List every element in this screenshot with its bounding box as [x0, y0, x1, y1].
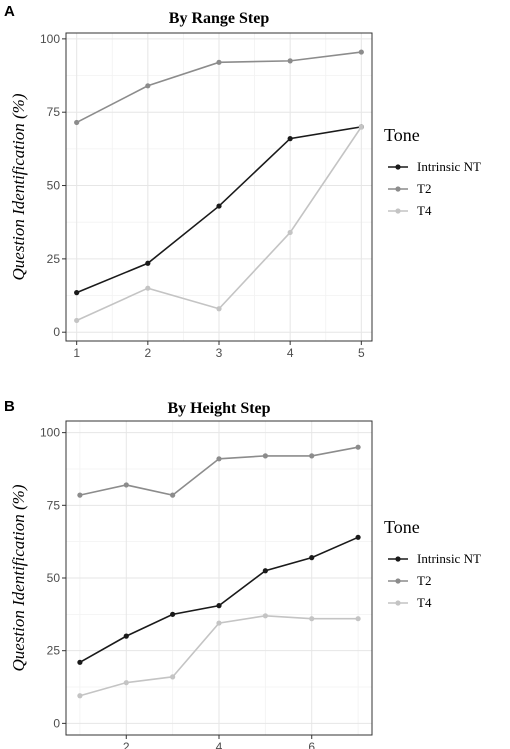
panel-letter: A — [4, 3, 15, 20]
data-point — [309, 616, 315, 622]
data-point — [216, 306, 222, 312]
data-point — [287, 58, 293, 64]
data-point — [262, 613, 268, 619]
x-tick-label: 4 — [287, 346, 294, 360]
data-point — [170, 492, 176, 498]
y-axis-label: Question Identification (%) — [9, 484, 28, 671]
data-point — [287, 136, 293, 142]
y-tick-label: 75 — [47, 105, 61, 119]
data-point — [74, 119, 80, 126]
y-tick-label: 75 — [47, 498, 61, 512]
legend-title: Tone — [384, 517, 420, 537]
y-tick-label: 25 — [47, 252, 61, 266]
data-point — [216, 620, 222, 626]
y-tick-label: 100 — [40, 32, 60, 46]
y-tick-label: 25 — [47, 644, 61, 658]
legend-swatch-point — [395, 208, 401, 214]
data-point — [77, 492, 83, 498]
panel-a: A By Range Step 0 25 50 75 100 1 2 3 4 5 Question Id… — [4, 3, 481, 360]
data-point — [77, 693, 83, 699]
data-point — [145, 83, 151, 89]
x-tick-label: 4 — [216, 740, 223, 749]
y-tick-label: 100 — [40, 426, 60, 440]
data-point — [262, 453, 268, 459]
x-tick-label: 5 — [358, 346, 365, 360]
data-point — [355, 444, 361, 450]
data-point — [216, 59, 222, 65]
panel-b: B By Height Step 0 25 50 75 100 2 4 6 Question Ide… — [4, 398, 481, 749]
legend-title: Tone — [384, 125, 420, 145]
data-point — [123, 680, 129, 686]
data-point — [123, 633, 129, 639]
data-point — [309, 555, 315, 561]
legend: Tone Intrinsic NT T2 T4 — [384, 125, 481, 218]
data-point — [123, 482, 129, 488]
y-tick-label: 50 — [47, 571, 61, 585]
legend-label: T4 — [417, 595, 432, 610]
legend-swatch-point — [395, 164, 401, 170]
panel-letter: B — [4, 398, 15, 415]
data-point — [74, 290, 80, 296]
chart-title: By Range Step — [169, 10, 270, 27]
legend-swatch-point — [395, 600, 401, 606]
data-point — [170, 611, 176, 617]
legend: Tone Intrinsic NT T2 T4 — [384, 517, 481, 610]
data-point — [145, 285, 151, 291]
data-point — [216, 456, 222, 462]
x-tick-label: 2 — [123, 740, 130, 749]
y-axis-label: Question Identification (%) — [9, 93, 28, 280]
legend-label: T4 — [417, 203, 432, 218]
y-tick-label: 0 — [53, 325, 60, 339]
legend-swatch-point — [395, 556, 401, 562]
x-tick-label: 3 — [216, 346, 223, 360]
data-point — [216, 203, 222, 209]
chart-title: By Height Step — [167, 400, 270, 417]
data-point — [358, 124, 364, 130]
legend-label: T2 — [417, 181, 431, 196]
data-point — [355, 534, 361, 540]
legend-label: Intrinsic NT — [417, 159, 481, 174]
legend-label: Intrinsic NT — [417, 551, 481, 566]
x-tick-label: 2 — [144, 346, 151, 360]
data-point — [77, 659, 83, 665]
data-point — [74, 317, 80, 324]
legend-swatch-point — [395, 186, 401, 192]
data-point — [216, 603, 222, 609]
data-point — [358, 49, 364, 55]
data-point — [355, 616, 361, 622]
data-point — [309, 453, 315, 459]
x-tick-label: 6 — [308, 740, 315, 749]
data-point — [145, 260, 151, 266]
data-point — [262, 568, 268, 574]
x-tick-label: 1 — [73, 346, 80, 360]
data-point — [170, 674, 176, 680]
legend-swatch-point — [395, 578, 401, 584]
y-tick-label: 50 — [47, 179, 61, 193]
y-tick-label: 0 — [53, 716, 60, 730]
legend-label: T2 — [417, 573, 431, 588]
data-point — [287, 229, 293, 236]
